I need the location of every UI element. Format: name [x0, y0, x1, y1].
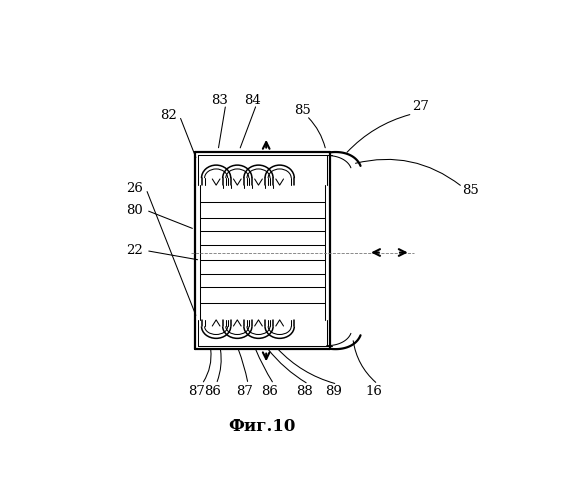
Text: 83: 83: [211, 94, 228, 107]
Text: 80: 80: [126, 204, 143, 216]
Text: 26: 26: [126, 182, 143, 196]
Text: 87: 87: [236, 386, 252, 398]
Text: 86: 86: [204, 386, 221, 398]
Text: 86: 86: [262, 386, 278, 398]
Text: 84: 84: [244, 94, 261, 107]
Text: 82: 82: [160, 110, 176, 122]
Text: 87: 87: [188, 386, 204, 398]
Text: 88: 88: [296, 386, 313, 398]
Text: 16: 16: [366, 386, 382, 398]
Text: 85: 85: [295, 104, 311, 117]
Text: 27: 27: [411, 100, 429, 112]
Text: 89: 89: [325, 386, 342, 398]
Text: 22: 22: [126, 244, 143, 257]
Text: Фиг.10: Фиг.10: [229, 418, 296, 435]
Text: 85: 85: [462, 184, 478, 198]
